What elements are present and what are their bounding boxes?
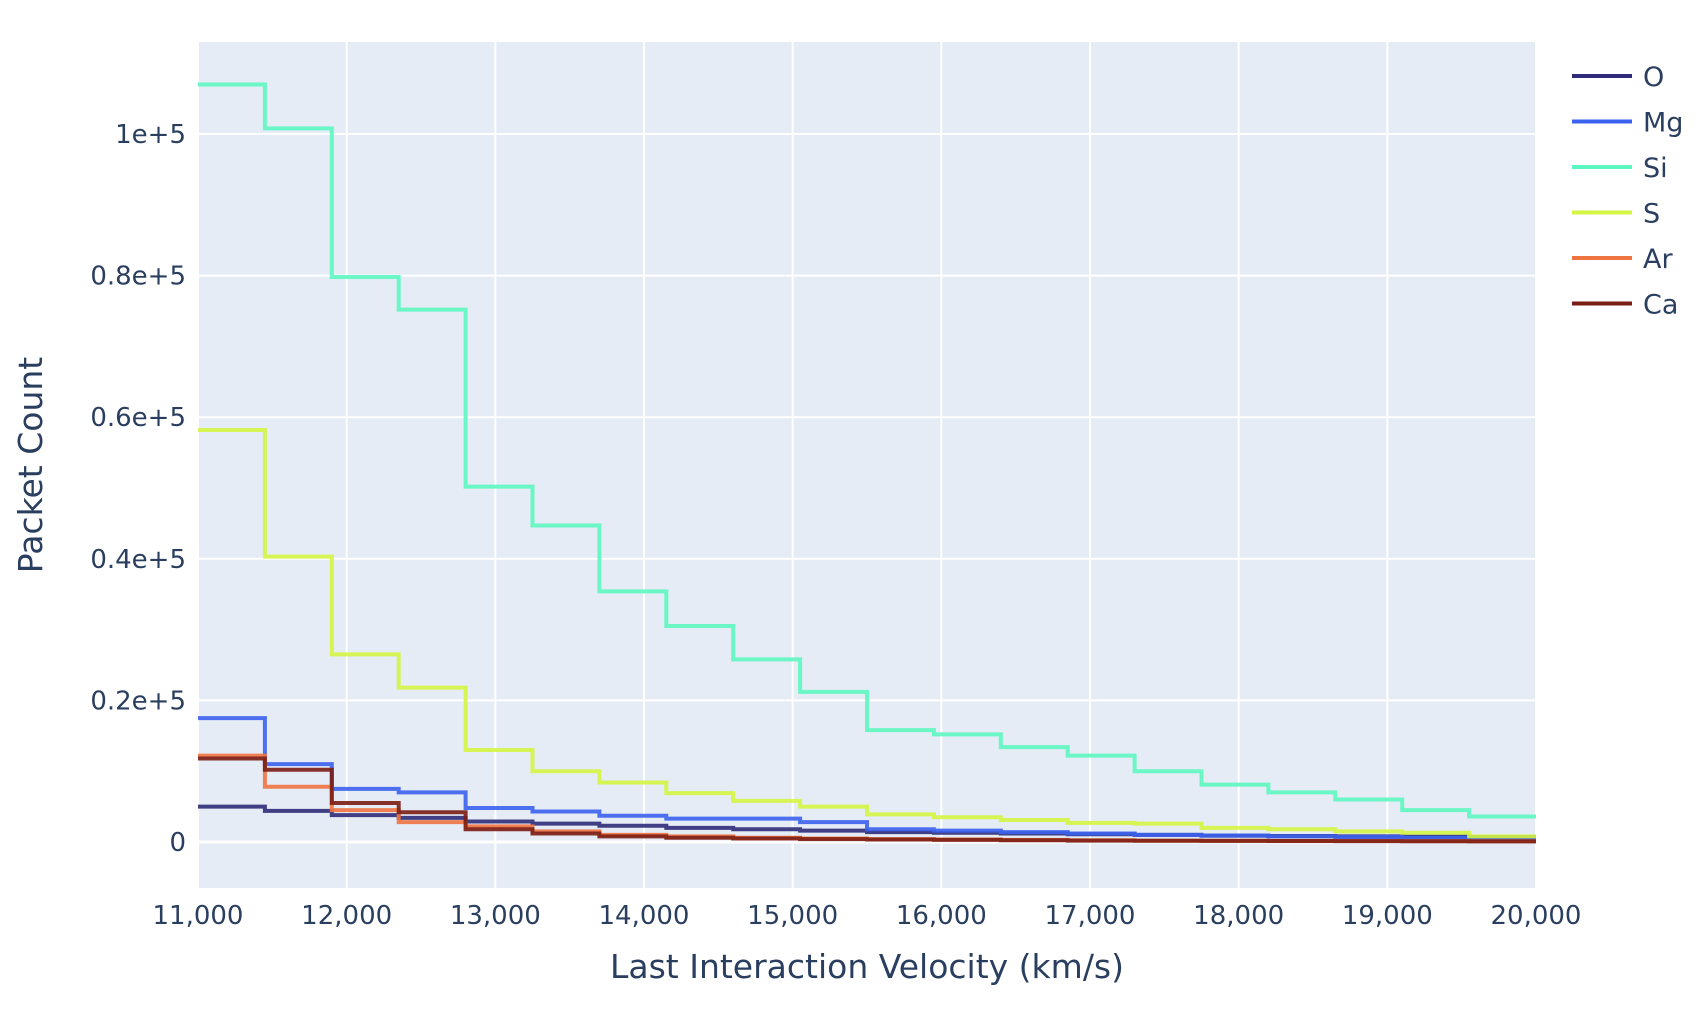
legend-item-o[interactable]: O bbox=[1572, 62, 1664, 93]
legend-item-ar[interactable]: Ar bbox=[1572, 244, 1673, 275]
series-line-s[interactable] bbox=[198, 427, 1536, 839]
x-tick-label: 14,000 bbox=[599, 901, 690, 931]
legend-label: Ca bbox=[1643, 290, 1678, 321]
legend-label: Si bbox=[1643, 153, 1668, 184]
y-tick-label: 0.6e+5 bbox=[90, 403, 186, 433]
series-line-mg[interactable] bbox=[198, 716, 1536, 841]
y-tick-label: 0.8e+5 bbox=[90, 262, 186, 292]
y-tick-label: 0.2e+5 bbox=[90, 686, 186, 716]
legend-item-ca[interactable]: Ca bbox=[1572, 290, 1678, 321]
x-axis: 11,000 12,000 13,000 14,000 15,000 16,000 17,0… bbox=[153, 901, 1582, 931]
legend-item-s[interactable]: S bbox=[1572, 199, 1660, 230]
x-tick-label: 16,000 bbox=[896, 901, 987, 931]
x-tick-label: 18,000 bbox=[1193, 901, 1284, 931]
x-tick-label: 17,000 bbox=[1045, 901, 1136, 931]
legend-label: Mg bbox=[1643, 108, 1683, 139]
x-tick-label: 15,000 bbox=[747, 901, 838, 931]
legend-item-mg[interactable]: Mg bbox=[1572, 108, 1683, 139]
x-tick-label: 19,000 bbox=[1342, 901, 1433, 931]
grid bbox=[197, 42, 1537, 888]
x-tick-label: 12,000 bbox=[301, 901, 392, 931]
x-tick-label: 11,000 bbox=[153, 901, 244, 931]
x-tick-label: 13,000 bbox=[450, 901, 541, 931]
y-axis-title: Packet Count bbox=[11, 357, 50, 574]
legend-label: Ar bbox=[1643, 244, 1673, 275]
y-tick-label: 1e+5 bbox=[115, 120, 186, 150]
y-axis: 0 0.2e+5 0.4e+5 0.6e+5 0.8e+5 1e+5 bbox=[90, 120, 186, 858]
series-layer bbox=[198, 82, 1536, 844]
series-line-ca[interactable] bbox=[198, 756, 1536, 844]
y-tick-label: 0.4e+5 bbox=[90, 545, 186, 575]
x-tick-label: 20,000 bbox=[1491, 901, 1582, 931]
series-line-si[interactable] bbox=[198, 82, 1536, 819]
legend[interactable]: O Mg Si S Ar Ca bbox=[1572, 62, 1683, 321]
legend-label: O bbox=[1643, 62, 1664, 93]
x-axis-title: Last Interaction Velocity (km/s) bbox=[610, 947, 1124, 986]
y-tick-label: 0 bbox=[169, 828, 186, 858]
plot-area bbox=[198, 42, 1536, 888]
legend-item-si[interactable]: Si bbox=[1572, 153, 1668, 184]
legend-label: S bbox=[1643, 199, 1660, 230]
